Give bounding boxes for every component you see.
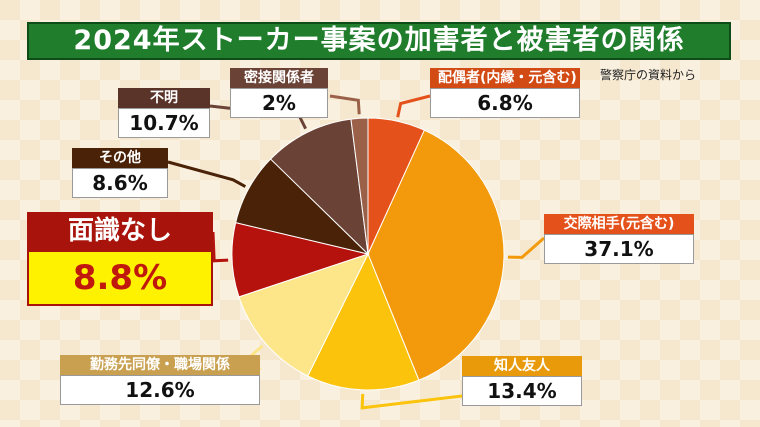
label-spouse-name: 配偶者(内縁・元含む) <box>430 68 580 88</box>
label-coworker: 勤務先同僚・職場関係 12.6% <box>60 355 260 405</box>
label-unknown: 不明 10.7% <box>118 88 210 138</box>
label-close-relation: 密接関係者 2% <box>230 68 328 118</box>
leader-line-7 <box>329 94 361 115</box>
label-stranger: 面識なし 8.8% <box>27 212 213 306</box>
label-partner-value: 37.1% <box>544 234 694 264</box>
pie-slice-7 <box>350 117 369 255</box>
label-friend: 知人友人 13.4% <box>462 356 582 406</box>
chart-title: 2024年ストーカー事案の加害者と被害者の関係 <box>27 22 731 60</box>
leader-line-5 <box>167 160 247 188</box>
leader-line-2 <box>360 393 463 410</box>
pie-slice-3 <box>238 253 369 377</box>
label-other: その他 8.6% <box>72 148 168 198</box>
source-note: 警察庁の資料から <box>600 68 697 82</box>
label-other-value: 8.6% <box>72 168 168 198</box>
label-other-name: その他 <box>72 148 168 168</box>
pie-slice-6 <box>269 118 369 256</box>
label-friend-value: 13.4% <box>462 376 582 406</box>
label-close-relation-value: 2% <box>230 88 328 118</box>
label-unknown-name: 不明 <box>118 88 210 108</box>
label-unknown-value: 10.7% <box>118 108 210 138</box>
label-partner-name: 交際相手(元含む) <box>544 214 694 234</box>
label-friend-name: 知人友人 <box>462 356 582 376</box>
label-spouse-value: 6.8% <box>430 88 580 118</box>
leader-line-1 <box>507 236 545 259</box>
label-stranger-name: 面識なし <box>27 212 213 250</box>
pie-slice-1 <box>367 129 505 381</box>
label-coworker-value: 12.6% <box>60 375 260 405</box>
label-coworker-name: 勤務先同僚・職場関係 <box>60 355 260 375</box>
label-partner: 交際相手(元含む) 37.1% <box>544 214 694 264</box>
label-close-relation-name: 密接関係者 <box>230 68 328 88</box>
label-spouse: 配偶者(内縁・元含む) 6.8% <box>430 68 580 118</box>
label-stranger-value: 8.8% <box>27 250 213 306</box>
pie-slice-2 <box>307 252 420 391</box>
leader-line-0 <box>396 94 431 118</box>
leader-line-4 <box>211 231 229 263</box>
